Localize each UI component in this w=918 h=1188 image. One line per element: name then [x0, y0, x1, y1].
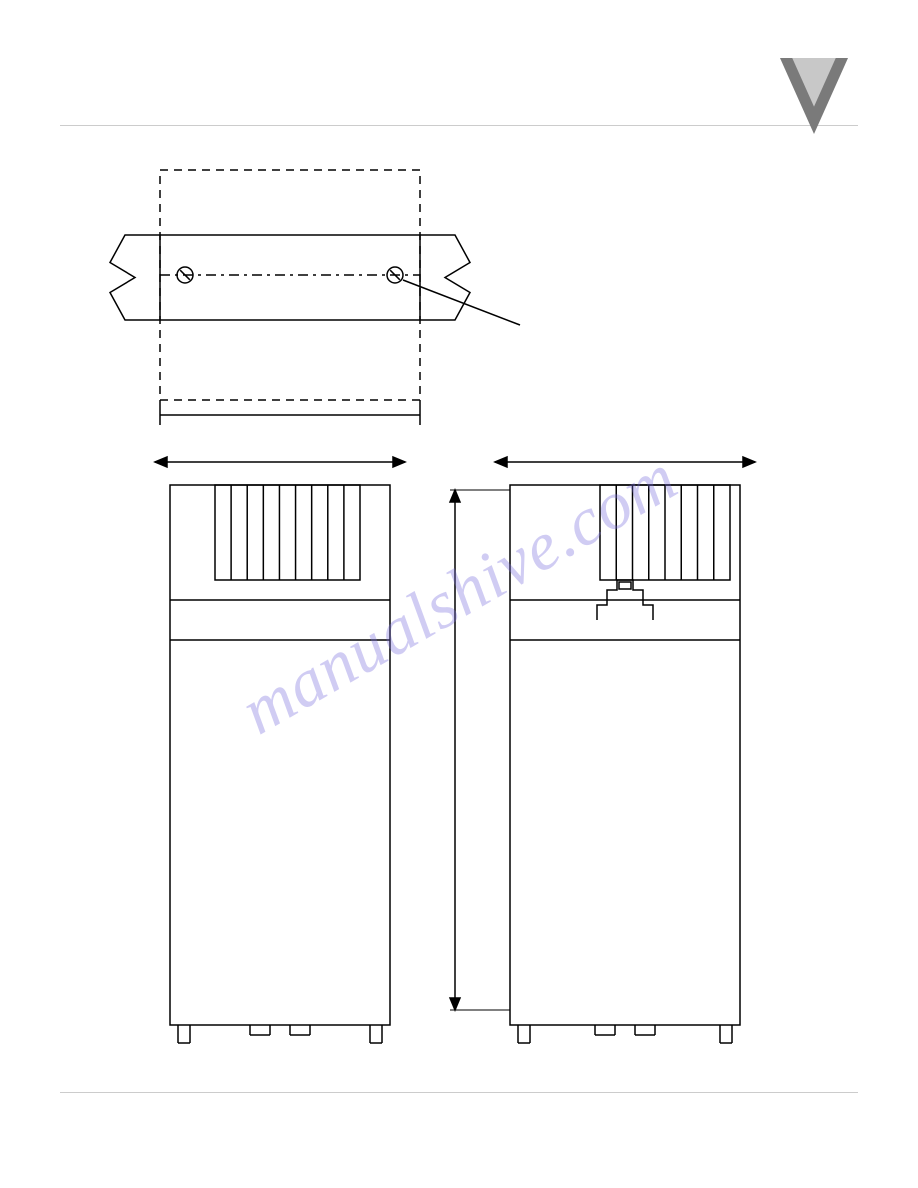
footer-rule [60, 1092, 858, 1093]
logo-triangle-icon [780, 58, 848, 138]
header-rule [60, 125, 858, 126]
diagram-side-view-left [140, 450, 430, 1070]
page-container: manualshive.com [0, 0, 918, 1188]
diagram-front-view [100, 160, 540, 450]
diagram-side-view-right [440, 450, 780, 1070]
